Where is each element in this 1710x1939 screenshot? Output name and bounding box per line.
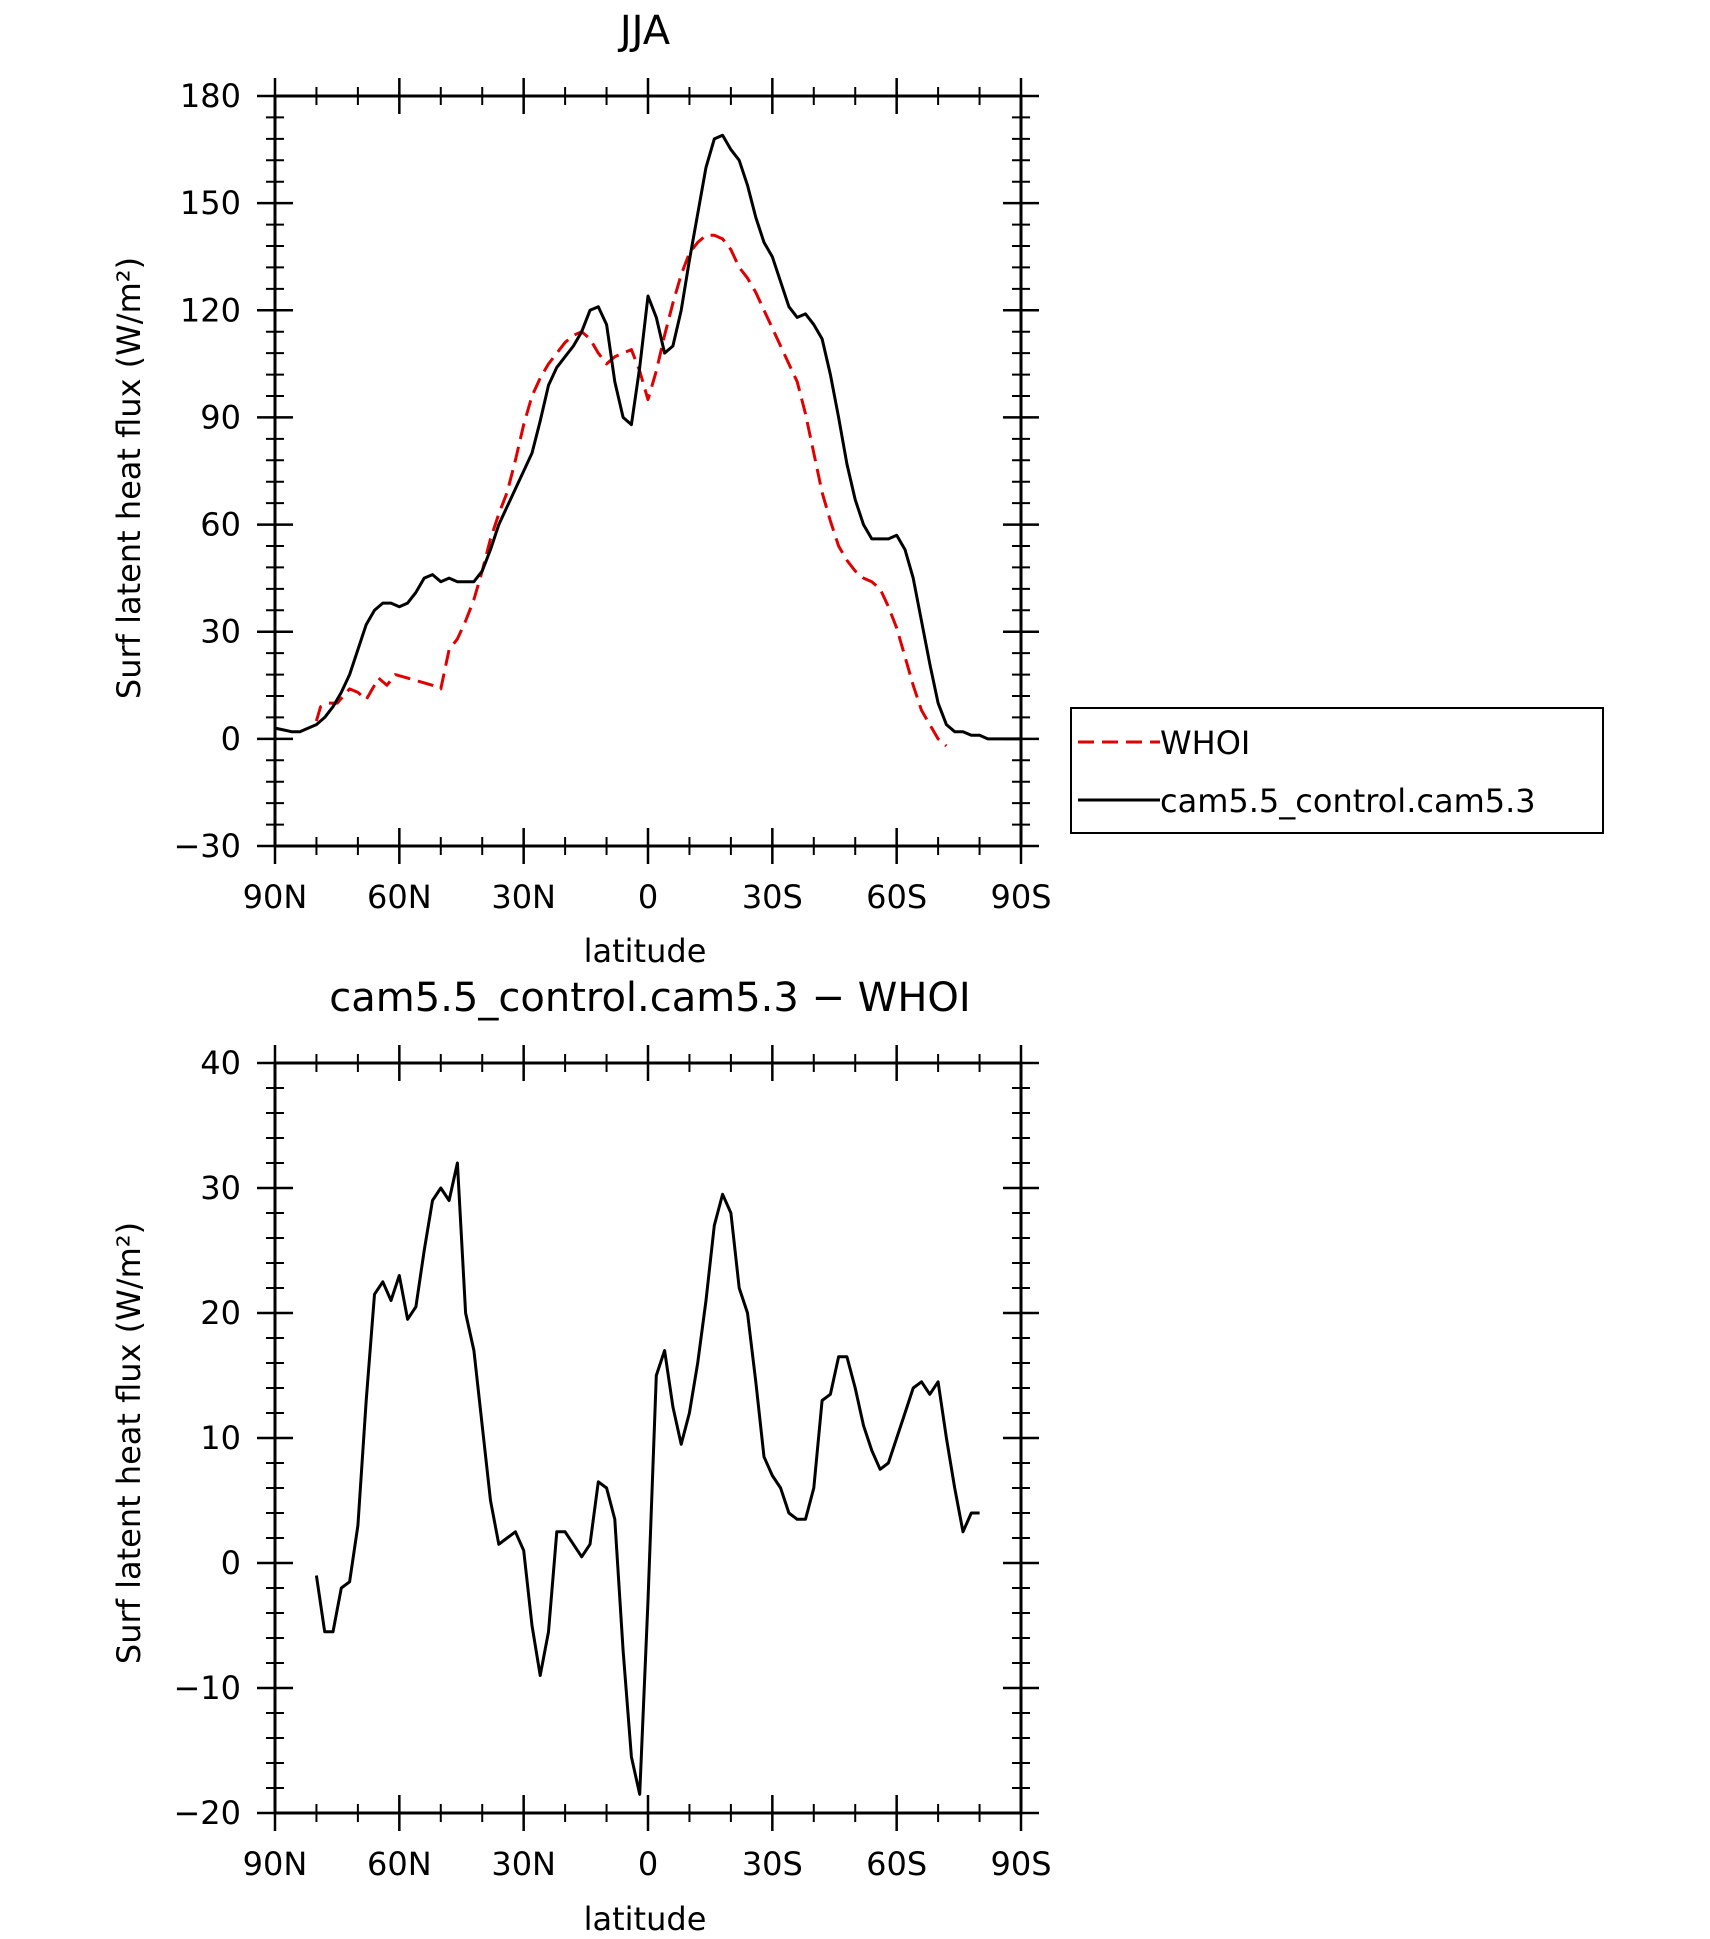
- bottom-y-tick-label: 30: [200, 1169, 241, 1207]
- bottom-y-tick-label: 10: [200, 1419, 241, 1457]
- top-y-tick-label: 60: [200, 506, 241, 544]
- legend-whoi-label: WHOI: [1160, 724, 1250, 762]
- top-y-tick-label: 0: [221, 720, 241, 758]
- bottom-x-tick-label: 90N: [243, 1845, 308, 1883]
- top-series-line-1: [274, 133, 1021, 741]
- top-x-tick-label: 30N: [491, 878, 556, 916]
- bottom-x-tick-label: 30S: [742, 1845, 803, 1883]
- legend: WHOI cam5.5_control.cam5.3: [1070, 707, 1604, 834]
- top-panel: JJA Surf latent heat flux (W/m²) latitud…: [110, 8, 1604, 970]
- top-x-axis-label: latitude: [584, 932, 707, 970]
- top-x-tick-label: 30S: [742, 878, 803, 916]
- top-x-tick-label: 60N: [367, 878, 432, 916]
- bottom-series-line-0: [314, 1161, 980, 1796]
- bottom-x-axis-label: latitude: [584, 1900, 707, 1938]
- bottom-y-label-group: Surf latent heat flux (W/m²): [110, 1222, 148, 1664]
- bottom-x-tick-label: 60S: [866, 1845, 927, 1883]
- bottom-y-tick-label: 20: [200, 1294, 241, 1332]
- legend-frame: [1070, 707, 1604, 834]
- top-x-tick-label: 60S: [866, 878, 927, 916]
- bottom-y-tick-label: 40: [200, 1044, 241, 1082]
- bottom-panel: cam5.5_control.cam5.3 − WHOI Surf latent…: [110, 975, 1052, 1938]
- top-y-tick-label: 120: [180, 291, 241, 329]
- top-series: [274, 133, 1021, 748]
- top-y-tick-label: 90: [200, 398, 241, 436]
- bottom-title: cam5.5_control.cam5.3 − WHOI: [329, 975, 970, 1021]
- top-y-tick-label: 180: [180, 77, 241, 115]
- bottom-x-tick-label: 90S: [990, 1845, 1051, 1883]
- bottom-ticks: −20 −10 0 10 20 30 40 90N 60N 30N 0 30S 60S 90S: [173, 1044, 1051, 1883]
- top-x-tick-label: 90N: [243, 878, 308, 916]
- top-plot-frame: [273, 94, 1023, 848]
- top-y-tick-label: 150: [180, 184, 241, 222]
- top-y-axis-label: Surf latent heat flux (W/m²): [110, 257, 148, 699]
- bottom-y-axis-label: Surf latent heat flux (W/m²): [110, 1222, 148, 1664]
- bottom-series: [314, 1161, 980, 1796]
- top-ticks: −30 0 30 60 90 120 150 180 90N 60N 30N 0 30S 60S 90S: [173, 77, 1051, 916]
- top-x-tick-label: 90S: [990, 878, 1051, 916]
- bottom-x-tick-label: 60N: [367, 1845, 432, 1883]
- top-title: JJA: [617, 8, 671, 54]
- top-y-tick-label: 30: [200, 613, 241, 651]
- legend-cam-label: cam5.5_control.cam5.3: [1160, 782, 1536, 820]
- bottom-x-tick-label: 0: [638, 1845, 658, 1883]
- bottom-plot-frame: [273, 1061, 1023, 1815]
- top-y-label-group: Surf latent heat flux (W/m²): [110, 257, 148, 699]
- bottom-y-tick-label: −10: [173, 1669, 241, 1707]
- bottom-y-tick-label: 0: [221, 1544, 241, 1582]
- bottom-x-tick-label: 30N: [491, 1845, 556, 1883]
- bottom-y-tick-label: −20: [173, 1794, 241, 1832]
- top-x-tick-label: 0: [638, 878, 658, 916]
- top-y-tick-label: −30: [173, 827, 241, 865]
